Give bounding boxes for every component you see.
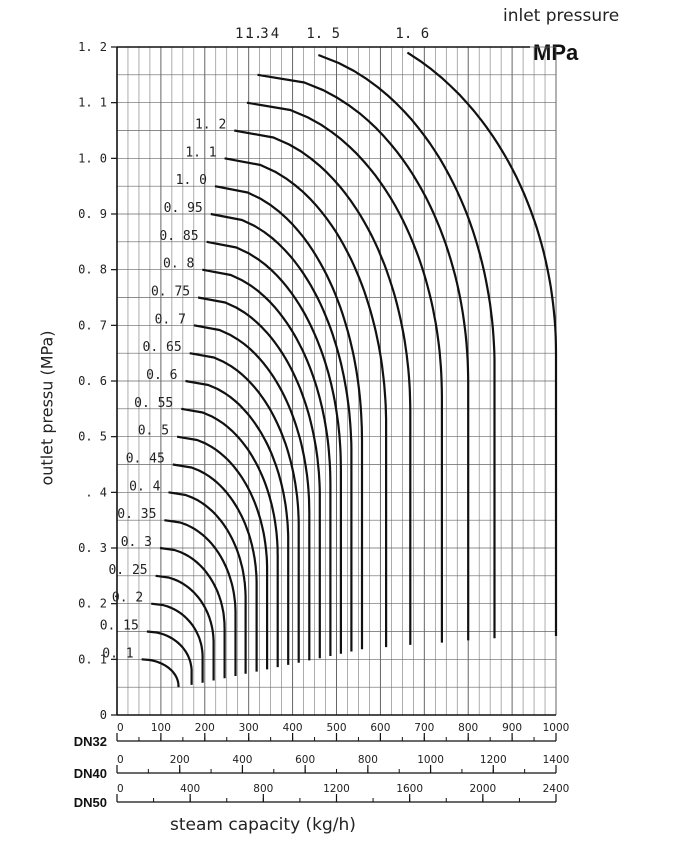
x-axis-label: steam capacity (kg/h) — [170, 815, 356, 835]
curve-line — [197, 296, 321, 659]
y-tick-label: 0. 9 — [78, 207, 107, 221]
curve-line — [185, 379, 290, 665]
y-tick-label: 0. 6 — [78, 374, 107, 388]
scale-tick-label: 400 — [283, 722, 303, 734]
scale-tick-label: 2400 — [543, 783, 570, 795]
scale-tick-label: 400 — [180, 783, 200, 795]
y-tick-label: 0. 8 — [78, 263, 107, 277]
curve-line — [317, 53, 496, 639]
scale-name-label: DN40 — [74, 766, 107, 781]
y-tick-label: 0. 2 — [78, 597, 107, 611]
chart-title: inlet pressure — [503, 6, 620, 26]
inlet-label: 0. 4 — [129, 479, 160, 494]
scale-tick-label: 1200 — [480, 754, 507, 766]
scale-tick-label: 1200 — [323, 783, 350, 795]
scale-tick-label: 1000 — [417, 754, 444, 766]
scale-tick-label: 800 — [253, 783, 273, 795]
curve-line — [168, 491, 247, 674]
inlet-label: 1. 0 — [176, 173, 207, 188]
scale-tick-label: 800 — [458, 722, 478, 734]
curve-line — [141, 658, 180, 688]
inlet-label: 1. 4 — [245, 26, 279, 42]
scale-tick-label: 900 — [502, 722, 522, 734]
inlet-label: 0. 75 — [151, 285, 190, 300]
inlet-label: 0. 7 — [155, 312, 186, 327]
scale-tick-label: 0 — [117, 722, 124, 734]
y-tick-label: 0. 1 — [78, 652, 107, 666]
curve-line — [214, 185, 364, 650]
inlet-label: 0. 95 — [164, 201, 203, 216]
inlet-label: 0. 1 — [102, 646, 133, 661]
y-tick-label: 0 — [100, 708, 107, 722]
inlet-label: 1. 6 — [395, 26, 429, 42]
inlet-label: 0. 2 — [112, 591, 143, 606]
scale-name-label: DN50 — [74, 795, 107, 810]
inlet-label: 1. 5 — [306, 26, 340, 42]
inlet-label: 0. 6 — [146, 368, 177, 383]
inlet-label: 0. 45 — [126, 452, 165, 467]
curve-line — [206, 240, 342, 654]
curve-line — [146, 630, 193, 685]
curve-line — [155, 574, 215, 681]
y-tick-label: 1. 2 — [78, 40, 107, 54]
inlet-label: 0. 8 — [163, 257, 194, 272]
scale-tick-label: 100 — [151, 722, 171, 734]
y-tick-label: 0. 7 — [78, 318, 107, 332]
inlet-label: 0. 15 — [100, 619, 139, 634]
inlet-label: 0. 5 — [138, 424, 169, 439]
scale-tick-label: 300 — [239, 722, 259, 734]
curve-line — [193, 324, 311, 661]
scale-name-label: DN32 — [74, 734, 107, 749]
inlet-label: 0. 65 — [143, 340, 182, 355]
y-tick-label: . 4 — [85, 485, 107, 499]
scale-tick-label: 800 — [358, 754, 378, 766]
curve-line — [189, 352, 300, 663]
y-tick-label: 0. 5 — [78, 430, 107, 444]
scale-tick-label: 0 — [117, 783, 124, 795]
scale-tick-label: 400 — [232, 754, 252, 766]
curve-line — [234, 129, 412, 645]
inlet-label: 0. 35 — [117, 507, 156, 522]
y-tick-label: 1. 1 — [78, 96, 107, 110]
inlet-label: 1. 3 — [235, 26, 269, 42]
scale-tick-label: 0 — [117, 754, 124, 766]
curve-line — [224, 157, 388, 648]
scale-tick-label: 500 — [326, 722, 346, 734]
curve-line — [164, 519, 237, 676]
curve-line — [181, 407, 279, 668]
inlet-label: 0. 3 — [121, 535, 152, 550]
inlet-label: 1. 1 — [185, 145, 216, 160]
curve-line — [210, 212, 353, 652]
curve-line — [159, 546, 226, 679]
curve-line — [151, 602, 204, 683]
curve-line — [246, 101, 443, 643]
scale-tick-label: 1600 — [396, 783, 423, 795]
curve-line — [257, 73, 470, 641]
scale-tick-label: 2000 — [469, 783, 496, 795]
scale-tick-label: 200 — [195, 722, 215, 734]
scale-tick-label: 1000 — [543, 722, 570, 734]
scale-tick-label: 700 — [414, 722, 434, 734]
curve-line — [406, 51, 558, 636]
inlet-label: 1. 2 — [195, 118, 226, 133]
scale-tick-label: 600 — [370, 722, 390, 734]
scale-tick-label: 1400 — [543, 754, 570, 766]
curve-line — [172, 463, 258, 672]
y-tick-label: 0. 3 — [78, 541, 107, 555]
y-tick-label: 1. 0 — [78, 151, 107, 165]
inlet-label: 0. 25 — [108, 563, 147, 578]
curve-line — [176, 435, 269, 670]
inlet-label: 0. 55 — [134, 396, 173, 411]
inlet-label: 0. 85 — [159, 229, 198, 244]
curve-line — [202, 268, 332, 656]
scale-tick-label: 200 — [170, 754, 190, 766]
scale-tick-label: 600 — [295, 754, 315, 766]
